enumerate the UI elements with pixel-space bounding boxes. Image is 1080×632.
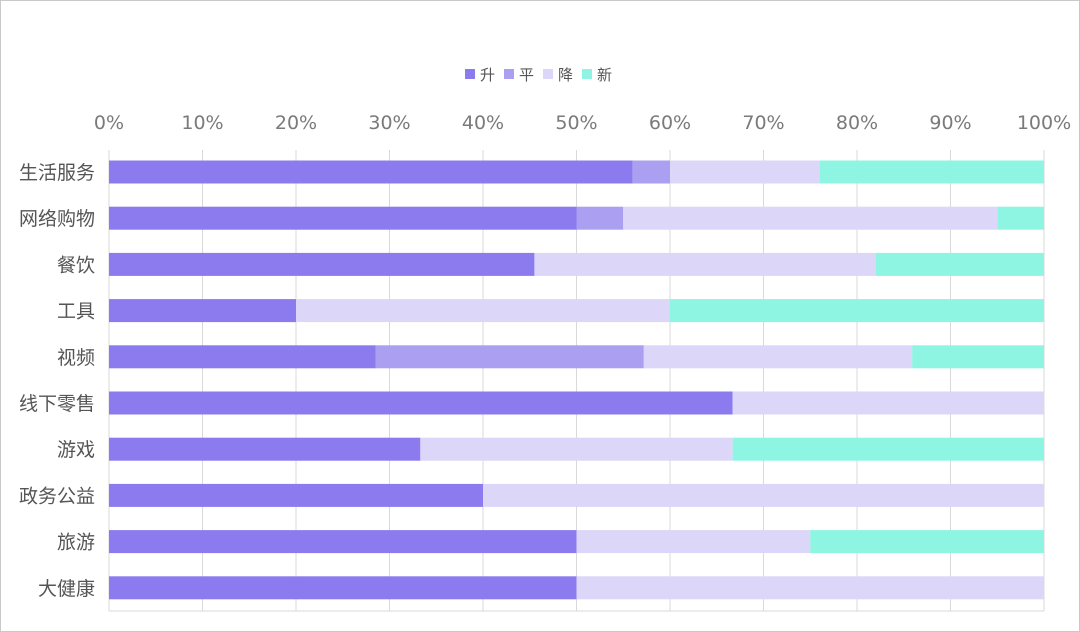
x-tick-label: 100% bbox=[1017, 112, 1071, 134]
bar-segment bbox=[810, 530, 1044, 554]
bar-segment bbox=[732, 437, 1044, 461]
category-label: 线下零售 bbox=[19, 393, 95, 415]
bar-segment bbox=[670, 160, 820, 184]
bar-segment bbox=[576, 530, 811, 554]
bar-segment bbox=[997, 206, 1044, 230]
category-label: 工具 bbox=[57, 301, 95, 323]
x-tick-label: 40% bbox=[462, 112, 504, 134]
x-tick-label: 60% bbox=[649, 112, 691, 134]
category-label: 生活服务 bbox=[19, 162, 95, 184]
legend-label: 升 bbox=[480, 66, 495, 84]
bar-segment bbox=[875, 252, 1044, 276]
category-label: 大健康 bbox=[38, 578, 95, 600]
x-tick-label: 0% bbox=[94, 112, 124, 134]
category-label: 政务公益 bbox=[19, 485, 95, 507]
bar-segment bbox=[296, 299, 670, 323]
category-label: 旅游 bbox=[57, 532, 95, 554]
bar-segment bbox=[819, 160, 1044, 184]
bar-segment bbox=[109, 252, 535, 276]
x-tick-label: 30% bbox=[368, 112, 410, 134]
legend-label: 平 bbox=[519, 66, 534, 84]
bar-segment bbox=[576, 206, 624, 230]
bar-segment bbox=[375, 345, 644, 369]
bar-segment bbox=[109, 391, 733, 415]
bar-segment bbox=[576, 576, 1044, 600]
bar-segment bbox=[670, 299, 1044, 323]
category-label: 游戏 bbox=[57, 439, 95, 461]
x-tick-label: 50% bbox=[555, 112, 597, 134]
x-tick-label: 70% bbox=[742, 112, 784, 134]
x-tick-label: 20% bbox=[275, 112, 317, 134]
bar-segment bbox=[109, 530, 577, 554]
bar-segment bbox=[109, 160, 633, 184]
bar-segment bbox=[632, 160, 670, 184]
category-label: 餐饮 bbox=[57, 254, 95, 276]
x-tick-label: 10% bbox=[181, 112, 223, 134]
bar-segment bbox=[109, 437, 421, 461]
x-tick-label: 90% bbox=[929, 112, 971, 134]
category-label: 视频 bbox=[57, 347, 95, 369]
legend-label: 新 bbox=[597, 66, 612, 84]
legend-swatch bbox=[504, 69, 514, 79]
legend: 升平降新 bbox=[465, 66, 612, 84]
bar-segment bbox=[623, 206, 998, 230]
bar-segment bbox=[109, 299, 296, 323]
bars bbox=[109, 160, 1044, 600]
x-axis-ticks: 0% 10% 20% 30% 40% 50% 60% 70% 80% 90% 100% bbox=[94, 112, 1071, 134]
legend-label: 降 bbox=[558, 66, 573, 84]
bar-segment bbox=[109, 345, 376, 369]
bar-segment bbox=[109, 576, 577, 600]
bar-segment bbox=[732, 391, 1044, 415]
bar-segment bbox=[420, 437, 733, 461]
legend-swatch bbox=[543, 69, 553, 79]
bar-segment bbox=[483, 483, 1044, 507]
category-label: 网络购物 bbox=[19, 208, 95, 230]
bar-segment bbox=[534, 252, 876, 276]
bar-segment bbox=[643, 345, 913, 369]
x-tick-label: 80% bbox=[836, 112, 878, 134]
legend-swatch bbox=[582, 69, 592, 79]
bar-segment bbox=[109, 483, 483, 507]
bar-segment bbox=[912, 345, 1044, 369]
legend-swatch bbox=[465, 69, 475, 79]
bar-segment bbox=[109, 206, 577, 230]
